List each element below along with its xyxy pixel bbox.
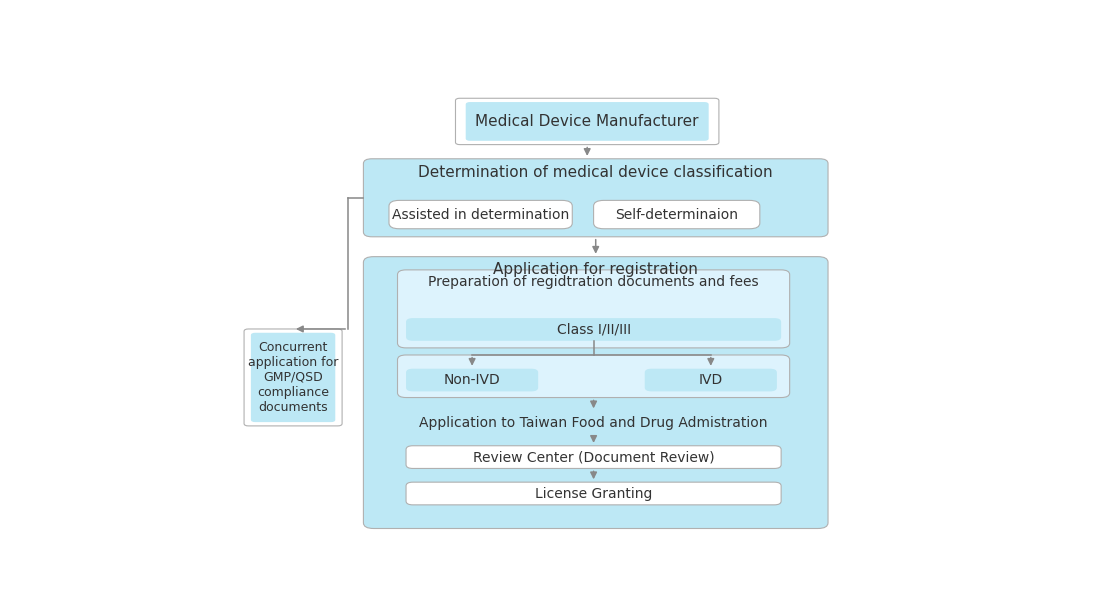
FancyBboxPatch shape [363,159,828,237]
FancyBboxPatch shape [406,318,781,341]
FancyBboxPatch shape [465,102,708,141]
Text: Medical Device Manufacturer: Medical Device Manufacturer [475,114,698,129]
Text: Application for registration: Application for registration [493,262,698,278]
FancyBboxPatch shape [397,270,790,348]
FancyBboxPatch shape [406,368,538,391]
FancyBboxPatch shape [389,200,572,229]
FancyBboxPatch shape [406,482,781,505]
FancyBboxPatch shape [406,446,781,468]
FancyBboxPatch shape [244,329,342,426]
Text: Non-IVD: Non-IVD [443,373,500,387]
Text: Assisted in determination: Assisted in determination [392,208,570,222]
Text: Concurrent
application for
GMP/QSD
compliance
documents: Concurrent application for GMP/QSD compl… [248,341,339,414]
FancyBboxPatch shape [406,411,781,434]
FancyBboxPatch shape [251,333,336,422]
FancyBboxPatch shape [594,200,760,229]
FancyBboxPatch shape [645,368,777,391]
FancyBboxPatch shape [363,257,828,529]
Text: Preparation of regidtration documents and fees: Preparation of regidtration documents an… [428,274,759,289]
FancyBboxPatch shape [455,98,719,144]
Text: IVD: IVD [698,373,723,387]
Text: Self-determinaion: Self-determinaion [615,208,738,222]
Text: Class I/II/III: Class I/II/III [557,322,630,336]
FancyBboxPatch shape [397,355,790,397]
Text: License Granting: License Granting [535,486,652,500]
Text: Determination of medical device classification: Determination of medical device classifi… [418,165,773,179]
Text: Application to Taiwan Food and Drug Admistration: Application to Taiwan Food and Drug Admi… [419,416,768,430]
Text: Review Center (Document Review): Review Center (Document Review) [473,450,714,464]
